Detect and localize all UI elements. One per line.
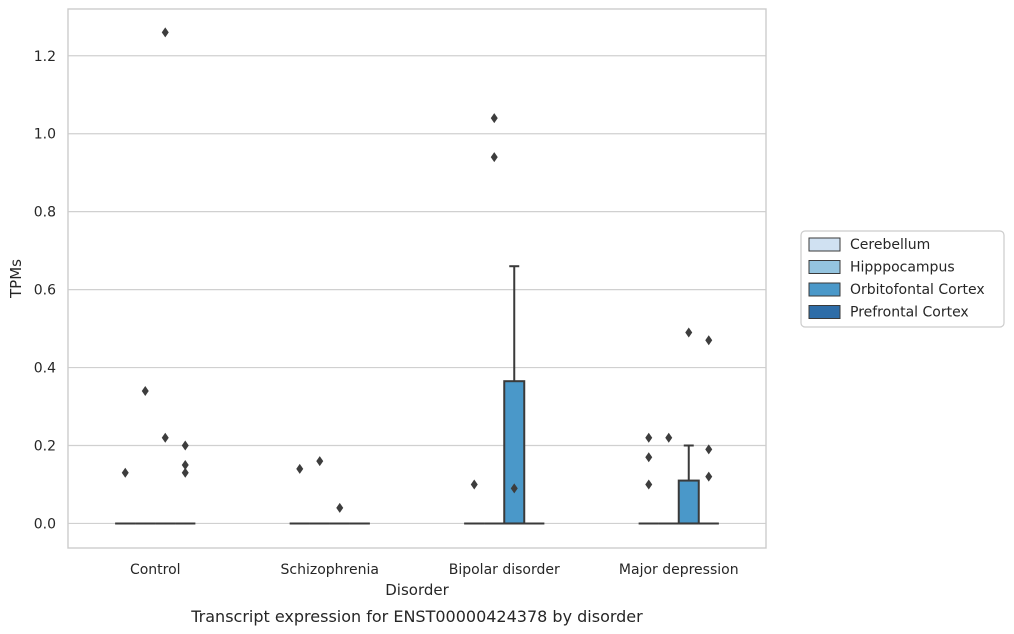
outlier-point <box>645 479 653 490</box>
outlier-point <box>510 483 518 494</box>
box-group <box>658 432 679 525</box>
outlier-point <box>665 432 673 443</box>
y-tick-label: 1.2 <box>34 49 56 65</box>
outlier-point <box>141 385 149 396</box>
x-axis-ticks: Control Schizophrenia Bipolar disorder Majo… <box>130 562 739 578</box>
outlier-point <box>181 459 189 470</box>
outlier-point <box>181 467 189 478</box>
outlier-point <box>296 463 304 474</box>
outlier-point <box>705 444 713 455</box>
y-tick-label: 0.8 <box>34 205 56 221</box>
chart-caption: Transcript expression for ENST0000042437… <box>190 607 643 626</box>
box-group <box>135 385 156 525</box>
box-group <box>638 432 659 525</box>
legend-frame <box>800 230 1005 328</box>
outlier-point <box>470 479 478 490</box>
outlier-point <box>645 432 653 443</box>
box-group <box>484 113 505 525</box>
legend-swatch <box>808 237 841 252</box>
legend-entry-label: Prefrontal Cortex <box>850 305 969 321</box>
box-body <box>677 479 700 525</box>
x-tick-label: Schizophrenia <box>281 562 379 578</box>
x-axis-label: Disorder <box>385 581 449 599</box>
outlier-point <box>490 152 498 163</box>
x-tick-label: Bipolar disorder <box>449 562 560 578</box>
box-group <box>677 327 700 525</box>
outlier-point <box>181 440 189 451</box>
outlier-point <box>705 335 713 346</box>
plot-area-frame <box>67 8 767 549</box>
outlier-point <box>161 432 169 443</box>
box-group <box>155 27 176 525</box>
x-tick-label: Control <box>130 562 181 578</box>
outlier-point <box>645 452 653 463</box>
legend-swatch <box>808 282 841 297</box>
box-group <box>503 265 526 525</box>
legend: Cerebellum Hipppocampus Orbitofontal Corte… <box>800 230 1005 328</box>
box-group <box>289 463 310 525</box>
y-tick-label: 0.4 <box>34 361 56 377</box>
box-group <box>698 335 719 525</box>
gridlines <box>68 55 766 525</box>
box-group <box>464 479 485 525</box>
y-tick-label: 0.6 <box>34 283 56 299</box>
box-group <box>115 467 136 525</box>
outlier-point <box>161 27 169 38</box>
outlier-point <box>336 502 344 513</box>
y-tick-label: 0.2 <box>34 439 56 455</box>
legend-swatch <box>808 305 841 319</box>
outlier-point <box>705 471 713 482</box>
y-tick-label: 1.0 <box>34 127 56 143</box>
legend-entry-label: Hipppocampus <box>850 260 955 276</box>
outlier-point <box>316 456 324 467</box>
box-body <box>503 380 526 525</box>
y-axis-ticks: 0.0 0.2 0.4 0.6 0.8 1.0 1.2 <box>34 49 56 533</box>
box-group <box>309 456 330 525</box>
legend-swatch <box>808 260 841 274</box>
y-tick-label: 0.0 <box>34 516 56 532</box>
x-tick-label: Major depression <box>619 562 739 578</box>
legend-entry-label: Cerebellum <box>850 237 930 253</box>
box-group <box>329 502 350 525</box>
y-axis-label: TPMs <box>7 259 25 299</box>
outlier-point <box>490 113 498 124</box>
outlier-point <box>121 467 129 478</box>
box-group <box>175 440 196 525</box>
box-plot-marks <box>115 27 719 525</box>
legend-entry-label: Orbitofontal Cortex <box>850 282 985 298</box>
outlier-point <box>685 327 693 338</box>
